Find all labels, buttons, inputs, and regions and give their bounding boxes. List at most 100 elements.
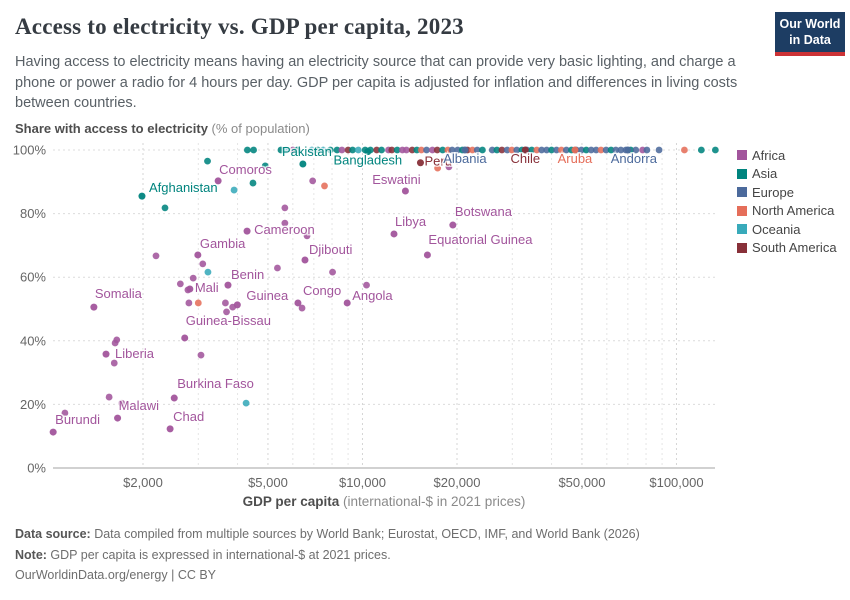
scatter-point[interactable] (261, 162, 269, 170)
scatter-point-chad[interactable] (166, 425, 174, 433)
scatter-point[interactable] (439, 146, 447, 154)
footer-url-link[interactable]: OurWorldinData.org/energy (15, 568, 168, 582)
scatter-point-cameroon[interactable] (243, 227, 251, 235)
scatter-point-equatorial-guinea[interactable] (423, 251, 431, 259)
country-label-andorra[interactable]: Andorra (609, 150, 659, 168)
scatter-point-afghanistan[interactable] (138, 192, 146, 200)
scatter-point[interactable] (326, 146, 334, 154)
country-label-eswatini[interactable]: Eswatini (371, 171, 423, 189)
scatter-point-benin[interactable] (224, 281, 232, 289)
country-label-equatorial-guinea[interactable]: Equatorial Guinea (427, 230, 535, 248)
scatter-point[interactable] (281, 204, 289, 212)
scatter-point-albania[interactable] (461, 146, 469, 154)
scatter-point-liberia[interactable] (102, 350, 110, 358)
scatter-point[interactable] (617, 146, 625, 154)
scatter-point-burkina-faso[interactable] (170, 394, 178, 402)
scatter-point[interactable] (528, 146, 536, 154)
scatter-point[interactable] (423, 146, 430, 154)
scatter-point-comoros[interactable] (214, 177, 222, 185)
scatter-point[interactable] (189, 274, 197, 282)
scatter-point[interactable] (204, 268, 212, 276)
scatter-point[interactable] (293, 146, 301, 154)
scatter-point-somalia[interactable] (90, 303, 98, 311)
country-label-burundi[interactable]: Burundi (54, 411, 102, 429)
legend-item-asia[interactable]: Asia (737, 165, 837, 184)
scatter-point-peru[interactable] (416, 159, 424, 167)
scatter-point[interactable] (498, 146, 506, 154)
scatter-point[interactable] (612, 146, 620, 154)
country-label-afghanistan[interactable]: Afghanistan (147, 179, 219, 197)
scatter-point[interactable] (697, 146, 705, 154)
scatter-point[interactable] (562, 146, 570, 154)
scatter-point-guinea-bissau[interactable] (181, 334, 189, 342)
scatter-point[interactable] (408, 146, 416, 154)
scatter-point[interactable] (277, 146, 285, 154)
scatter-point[interactable] (553, 146, 560, 154)
scatter-point[interactable] (643, 146, 651, 154)
scatter-point[interactable] (402, 146, 410, 154)
scatter-point[interactable] (533, 146, 541, 154)
scatter-point[interactable] (199, 260, 207, 268)
country-label-aruba[interactable]: Aruba (556, 150, 594, 168)
legend-item-africa[interactable]: Africa (737, 146, 837, 165)
scatter-point[interactable] (508, 146, 516, 154)
scatter-point-libya[interactable] (390, 230, 398, 238)
scatter-point[interactable] (152, 252, 160, 260)
scatter-point[interactable] (434, 164, 442, 172)
scatter-point[interactable] (388, 146, 396, 154)
country-label-comoros[interactable]: Comoros (218, 160, 274, 178)
scatter-point[interactable] (319, 146, 327, 154)
country-label-guinea-bissau[interactable]: Guinea-Bissau (184, 311, 272, 329)
legend-item-europe[interactable]: Europe (737, 183, 837, 202)
scatter-point[interactable] (274, 264, 281, 272)
scatter-point[interactable] (61, 409, 69, 417)
legend-item-north-america[interactable]: North America (737, 202, 837, 221)
scatter-point-pakistan[interactable] (299, 160, 307, 168)
scatter-point[interactable] (417, 146, 425, 154)
scatter-point[interactable] (242, 399, 250, 407)
legend-item-south-america[interactable]: South America (737, 239, 837, 258)
scatter-point[interactable] (329, 268, 336, 276)
scatter-point[interactable] (429, 146, 436, 154)
scatter-point[interactable] (197, 351, 205, 359)
scatter-point-congo[interactable] (294, 299, 302, 307)
scatter-point[interactable] (298, 304, 306, 312)
scatter-point[interactable] (354, 146, 362, 154)
country-label-somalia[interactable]: Somalia (93, 285, 144, 303)
scatter-point-malawi[interactable] (114, 414, 122, 422)
scatter-point[interactable] (578, 146, 585, 154)
scatter-point[interactable] (349, 146, 356, 154)
owid-logo[interactable]: Our World in Data (775, 12, 845, 56)
scatter-point-andorra[interactable] (624, 146, 632, 154)
scatter-point[interactable] (110, 359, 118, 367)
scatter-point-chile[interactable] (521, 146, 529, 154)
scatter-point[interactable] (204, 157, 211, 165)
country-label-libya[interactable]: Libya (393, 212, 428, 230)
country-label-djibouti[interactable]: Djibouti (307, 241, 353, 259)
scatter-point[interactable] (587, 146, 595, 154)
scatter-point[interactable] (469, 146, 476, 154)
scatter-point[interactable] (543, 146, 551, 154)
scatter-point[interactable] (488, 146, 496, 154)
scatter-point[interactable] (479, 146, 486, 154)
scatter-point[interactable] (363, 281, 370, 289)
scatter-point[interactable] (548, 146, 555, 154)
scatter-point[interactable] (445, 163, 453, 171)
scatter-point[interactable] (433, 146, 441, 154)
scatter-point[interactable] (282, 146, 290, 154)
scatter-point-burundi[interactable] (49, 428, 57, 436)
country-label-cameroon[interactable]: Cameroon (253, 221, 317, 239)
scatter-point-gambia[interactable] (194, 251, 202, 259)
scatter-point-mali[interactable] (186, 285, 194, 293)
country-label-albania[interactable]: Albania (442, 150, 489, 168)
country-label-congo[interactable]: Congo (301, 281, 342, 299)
scatter-point[interactable] (393, 146, 401, 154)
country-label-burkina-faso[interactable]: Burkina Faso (176, 375, 256, 393)
scatter-point[interactable] (243, 146, 251, 154)
scatter-point[interactable] (223, 308, 230, 316)
scatter-point[interactable] (493, 146, 501, 154)
scatter-point[interactable] (176, 280, 184, 288)
scatter-point[interactable] (538, 146, 546, 154)
scatter-point[interactable] (378, 146, 385, 154)
scatter-point[interactable] (222, 299, 229, 307)
